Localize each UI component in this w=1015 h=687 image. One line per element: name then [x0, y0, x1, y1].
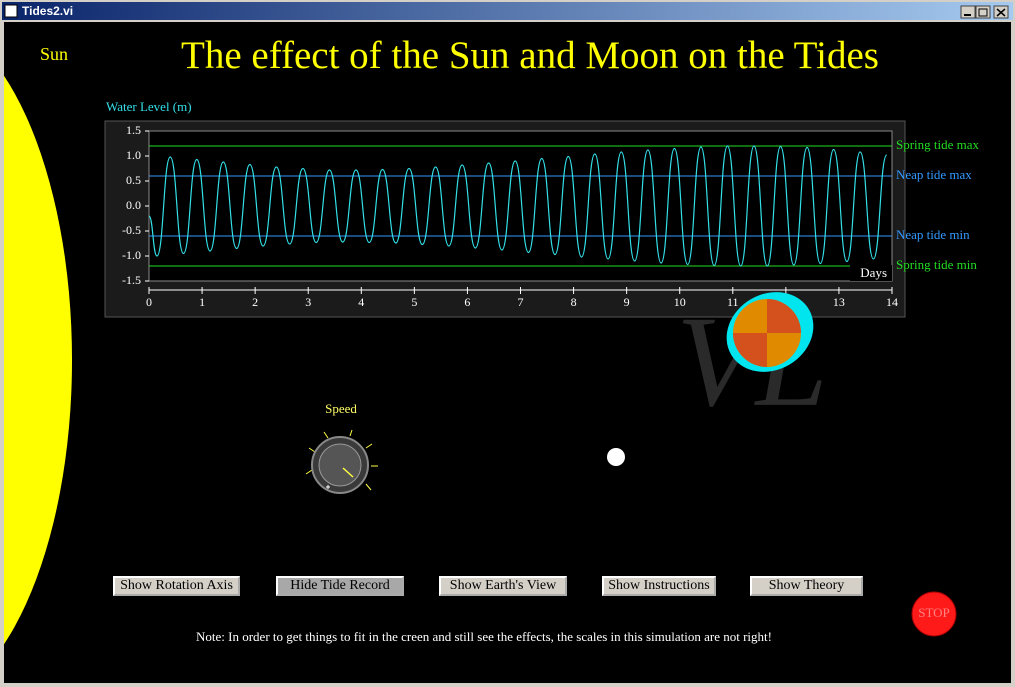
- earth: [607, 448, 625, 466]
- x-tick-label: 14: [886, 295, 898, 309]
- y-tick-label: 1.5: [126, 123, 141, 137]
- reference-label: Neap tide max: [896, 167, 972, 182]
- reference-label: Neap tide min: [896, 227, 970, 242]
- theory-button[interactable]: Show Theory: [750, 576, 863, 596]
- stop-button[interactable]: STOP: [911, 591, 957, 637]
- y-tick-label: -0.5: [122, 223, 141, 237]
- note: Note: In order to get things to fit in t…: [196, 629, 772, 644]
- x-tick-label: 13: [833, 295, 845, 309]
- x-tick-label: 8: [571, 295, 577, 309]
- x-label-box: [850, 265, 892, 281]
- x-tick-label: 5: [411, 295, 417, 309]
- earth-view-button[interactable]: Show Earth's View: [439, 576, 567, 596]
- y-tick-label: 0.0: [126, 198, 141, 212]
- x-axis-title: Days: [860, 265, 887, 280]
- x-tick-label: 2: [252, 295, 258, 309]
- x-tick-label: 9: [624, 295, 630, 309]
- y-tick-label: 1.0: [126, 148, 141, 162]
- sun-label: Sun: [40, 44, 68, 64]
- tide-record-button[interactable]: Hide Tide Record: [276, 576, 404, 596]
- x-tick-label: 6: [464, 295, 470, 309]
- x-tick-label: 1: [199, 295, 205, 309]
- reference-label: Spring tide max: [896, 137, 980, 152]
- window-title: Tides2.vi: [22, 4, 73, 18]
- x-tick-label: 10: [674, 295, 686, 309]
- rotation-axis-button[interactable]: Show Rotation Axis: [113, 576, 240, 596]
- tide-line: [148, 145, 888, 267]
- app-icon: [4, 4, 18, 18]
- plot-area: [148, 130, 893, 282]
- speed-knob[interactable]: [305, 429, 378, 494]
- speed-label: Speed: [325, 401, 357, 416]
- instructions-button[interactable]: Show Instructions: [602, 576, 716, 596]
- x-tick-label: 11: [727, 295, 739, 309]
- main-title: The effect of the Sun and Moon on the Ti…: [181, 34, 879, 77]
- title-bar: [2, 2, 1013, 20]
- x-tick-label: 4: [358, 295, 364, 309]
- x-tick-label: 3: [305, 295, 311, 309]
- minimize-button[interactable]: [960, 5, 976, 19]
- y-axis-title: Water Level (m): [106, 99, 192, 114]
- y-tick-label: -1.0: [122, 248, 141, 262]
- sun: [4, 75, 72, 645]
- y-tick-label: -1.5: [122, 273, 141, 287]
- window-buttons[interactable]: [960, 5, 1009, 19]
- moon-quarters: [733, 299, 801, 367]
- reference-label: Spring tide min: [896, 257, 977, 272]
- y-tick-label: 0.5: [126, 173, 141, 187]
- stop-label[interactable]: STOP: [918, 605, 950, 620]
- x-tick-label: 0: [146, 295, 152, 309]
- x-tick-label: 7: [518, 295, 524, 309]
